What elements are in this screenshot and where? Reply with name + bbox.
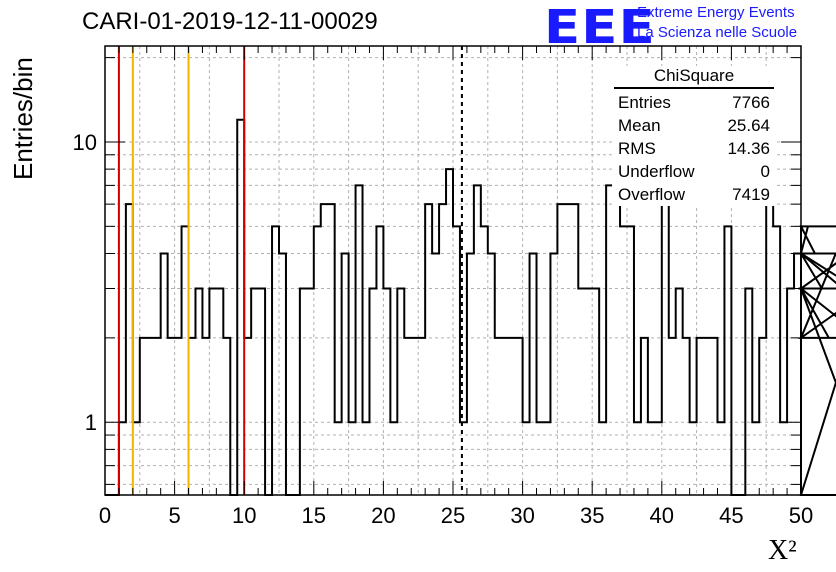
stats-row-overflow: Overflow 7419: [612, 183, 776, 206]
y-tick-label: 1: [85, 410, 97, 435]
stats-label: Overflow: [618, 185, 686, 204]
x-tick-label: 0: [99, 503, 111, 528]
stats-label: Underflow: [618, 162, 695, 181]
stats-value: 0: [760, 162, 770, 181]
x-tick-label: 40: [650, 503, 674, 528]
stats-value: 7766: [732, 93, 770, 112]
x-tick-label: 5: [168, 503, 180, 528]
plot-title: CARI-01-2019-12-11-00029: [82, 8, 378, 35]
stats-row-rms: RMS 14.36: [612, 137, 776, 160]
x-tick-label: 30: [510, 503, 534, 528]
x-tick-label: 50: [789, 503, 813, 528]
y-tick-label: 10: [73, 130, 97, 155]
stats-label: Mean: [618, 116, 661, 135]
x-tick-label: 15: [302, 503, 326, 528]
eee-logo: EEE: [544, 0, 656, 54]
stats-row-entries: Entries 7766: [612, 91, 776, 114]
stats-row-underflow: Underflow 0: [612, 160, 776, 183]
stats-title: ChiSquare: [614, 66, 774, 89]
y-axis-label: Entries/bin: [8, 57, 38, 180]
stats-label: Entries: [618, 93, 671, 112]
logo-line-2: La Scienza nelle Scuole: [637, 24, 798, 41]
stats-label: RMS: [618, 139, 656, 158]
stats-box: ChiSquare Entries 7766 Mean 25.64 RMS 14.36…: [612, 66, 776, 206]
logo-line-1: Extreme Energy Events: [637, 4, 795, 21]
x-tick-label: 10: [232, 503, 256, 528]
x-tick-label: 45: [719, 503, 743, 528]
stats-value: 7419: [732, 185, 770, 204]
x-tick-label: 25: [441, 503, 465, 528]
stats-row-mean: Mean 25.64: [612, 114, 776, 137]
x-axis-label: X²: [768, 535, 797, 566]
x-tick-label: 35: [580, 503, 604, 528]
stats-value: 14.36: [727, 139, 770, 158]
stats-value: 25.64: [727, 116, 770, 135]
x-tick-label: 20: [371, 503, 395, 528]
